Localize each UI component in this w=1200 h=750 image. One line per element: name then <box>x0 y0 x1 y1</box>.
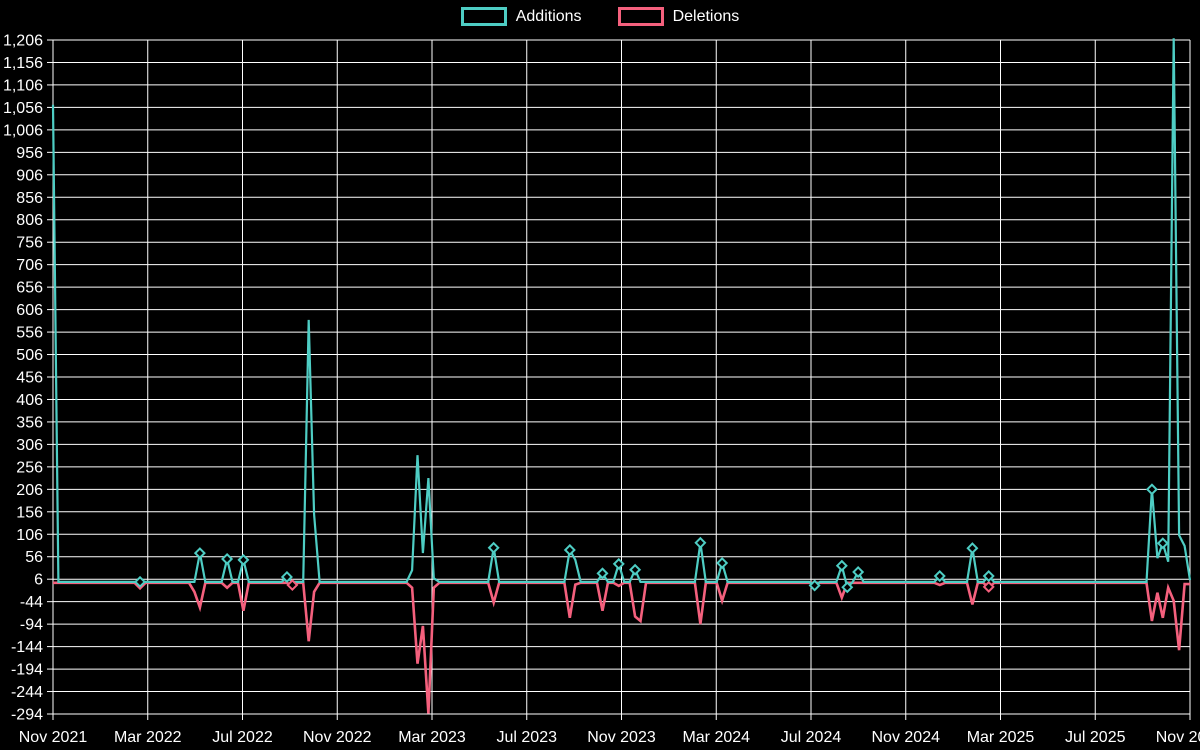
additions-point-marker <box>280 570 293 583</box>
y-tick-label: 906 <box>16 167 43 184</box>
y-tick-label: 156 <box>16 504 43 521</box>
additions-point-marker <box>933 570 946 583</box>
y-tick-label: 706 <box>16 257 43 274</box>
y-tick-label: 1,206 <box>3 33 43 50</box>
x-tick-label: Mar 2023 <box>398 729 466 746</box>
additions-point-marker <box>134 575 147 588</box>
additions-line <box>51 38 1192 590</box>
y-tick-label: -94 <box>20 617 43 634</box>
y-tick-label: -244 <box>11 684 43 701</box>
y-tick-label: 356 <box>16 414 43 431</box>
deletions-point-marker <box>286 579 299 592</box>
y-tick-label: 1,006 <box>3 122 43 139</box>
x-tick-label: Mar 2024 <box>682 729 750 746</box>
additions-point-marker <box>629 563 642 576</box>
x-tick-label: Mar 2025 <box>967 729 1035 746</box>
legend-item-deletions[interactable]: Deletions <box>617 7 740 26</box>
additions-point-marker <box>852 565 865 579</box>
legend-item-additions[interactable]: Additions <box>460 7 582 26</box>
additions-point-marker <box>596 567 609 580</box>
additions-swatch-icon <box>460 7 507 26</box>
additions-point-marker <box>237 553 250 566</box>
y-tick-label: 756 <box>16 235 43 252</box>
additions-point-marker <box>982 570 995 583</box>
additions-point-marker <box>841 581 854 594</box>
x-tick-label: Nov 2025 <box>1156 729 1200 746</box>
x-tick-label: Nov 2022 <box>303 729 372 746</box>
y-tick-label: -294 <box>11 707 43 724</box>
y-tick-label: 556 <box>16 325 43 342</box>
y-tick-label: -44 <box>20 594 43 611</box>
y-tick-label: 656 <box>16 280 43 297</box>
y-tick-label: 1,056 <box>3 100 43 117</box>
deletions-point-marker <box>982 580 995 593</box>
x-tick-label: Jul 2022 <box>212 729 273 746</box>
additions-point-marker <box>1145 483 1158 496</box>
y-tick-label: 256 <box>16 459 43 476</box>
y-tick-label: 456 <box>16 370 43 387</box>
y-tick-label: 306 <box>16 437 43 454</box>
additions-point-marker <box>966 542 979 555</box>
y-tick-label: -144 <box>11 639 43 656</box>
y-tick-label: 606 <box>16 302 43 319</box>
y-tick-label: 1,106 <box>3 77 43 94</box>
additions-point-marker <box>193 547 206 560</box>
additions-point-marker <box>221 552 234 565</box>
deletions-swatch-icon <box>617 7 664 26</box>
additions-point-marker <box>808 579 821 592</box>
additions-point-marker <box>835 559 848 572</box>
y-tick-label: 406 <box>16 392 43 409</box>
legend-label-deletions: Deletions <box>672 7 740 25</box>
y-tick-label: 1,156 <box>3 55 43 72</box>
additions-point-marker <box>694 536 707 549</box>
x-tick-label: Nov 2021 <box>19 729 88 746</box>
y-tick-label: -194 <box>11 662 43 679</box>
x-tick-label: Nov 2023 <box>587 729 656 746</box>
x-tick-label: Nov 2024 <box>872 729 941 746</box>
y-tick-label: 856 <box>16 190 43 207</box>
additions-point-marker <box>563 543 576 557</box>
y-tick-label: 956 <box>16 145 43 162</box>
additions-point-marker <box>716 557 729 570</box>
x-tick-label: Jul 2024 <box>781 729 842 746</box>
legend-label-additions: Additions <box>515 7 582 25</box>
x-tick-label: Jul 2023 <box>497 729 558 746</box>
y-tick-label: 6 <box>34 572 43 589</box>
additions-point-marker <box>1156 537 1169 550</box>
y-tick-label: 106 <box>16 527 43 544</box>
y-tick-label: 206 <box>16 482 43 499</box>
chart-legend: Additions Deletions <box>0 7 1200 26</box>
y-tick-label: 806 <box>16 212 43 229</box>
x-tick-label: Mar 2022 <box>114 729 182 746</box>
x-tick-label: Jul 2025 <box>1065 729 1126 746</box>
additions-point-marker <box>487 541 500 554</box>
additions-point-marker <box>612 557 625 570</box>
y-tick-label: 506 <box>16 347 43 364</box>
y-tick-label: 56 <box>25 549 43 566</box>
